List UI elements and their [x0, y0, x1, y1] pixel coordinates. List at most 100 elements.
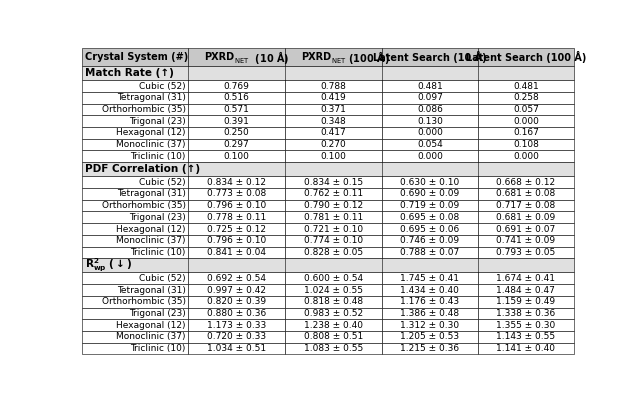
- Text: 0.516: 0.516: [223, 93, 250, 102]
- Text: Orthorhombic (35): Orthorhombic (35): [102, 297, 186, 306]
- Bar: [285, 104, 381, 115]
- Text: Hexagonal (12): Hexagonal (12): [116, 225, 186, 233]
- Text: 1.674 ± 0.41: 1.674 ± 0.41: [497, 274, 556, 283]
- Text: Triclinic (10): Triclinic (10): [130, 152, 186, 161]
- Bar: [188, 115, 285, 127]
- Text: Orthorhombic (35): Orthorhombic (35): [102, 105, 186, 114]
- Bar: [381, 150, 478, 162]
- Text: PXRD: PXRD: [204, 52, 234, 62]
- Text: 1.143 ± 0.55: 1.143 ± 0.55: [497, 332, 556, 342]
- Text: 0.000: 0.000: [417, 152, 443, 161]
- Bar: [478, 211, 573, 223]
- Bar: [478, 319, 573, 331]
- Text: 0.600 ± 0.54: 0.600 ± 0.54: [303, 274, 363, 283]
- Bar: [83, 319, 188, 331]
- Text: PXRD: PXRD: [301, 52, 332, 62]
- Bar: [381, 139, 478, 150]
- Text: 0.834 ± 0.15: 0.834 ± 0.15: [303, 178, 363, 187]
- Bar: [478, 80, 573, 92]
- Bar: [381, 247, 478, 259]
- Bar: [285, 150, 381, 162]
- Text: 1.141 ± 0.40: 1.141 ± 0.40: [497, 344, 556, 353]
- Text: 0.167: 0.167: [513, 128, 539, 137]
- Text: PDF Correlation (↑): PDF Correlation (↑): [86, 164, 200, 174]
- Text: 0.695 ± 0.08: 0.695 ± 0.08: [400, 213, 460, 222]
- Bar: [285, 247, 381, 259]
- Text: 0.719 ± 0.09: 0.719 ± 0.09: [400, 201, 460, 210]
- Bar: [285, 296, 381, 308]
- Bar: [83, 343, 188, 354]
- Text: 0.057: 0.057: [513, 105, 539, 114]
- Text: Tetragonal (31): Tetragonal (31): [116, 286, 186, 294]
- Text: 0.841 ± 0.04: 0.841 ± 0.04: [207, 248, 266, 257]
- Text: 0.250: 0.250: [223, 128, 250, 137]
- Text: Match Rate (↑): Match Rate (↑): [86, 68, 174, 78]
- Bar: [83, 211, 188, 223]
- Text: 0.681 ± 0.08: 0.681 ± 0.08: [496, 190, 556, 198]
- Bar: [381, 308, 478, 319]
- Bar: [285, 331, 381, 343]
- Bar: [381, 115, 478, 127]
- Text: 0.793 ± 0.05: 0.793 ± 0.05: [496, 248, 556, 257]
- Text: 0.762 ± 0.11: 0.762 ± 0.11: [303, 190, 363, 198]
- Text: Orthorhombic (35): Orthorhombic (35): [102, 201, 186, 210]
- Text: Triclinic (10): Triclinic (10): [130, 248, 186, 257]
- Text: 1.176 ± 0.43: 1.176 ± 0.43: [401, 297, 460, 306]
- Text: 1.312 ± 0.30: 1.312 ± 0.30: [401, 321, 460, 330]
- Bar: [381, 284, 478, 296]
- Text: 0.630 ± 0.10: 0.630 ± 0.10: [400, 178, 460, 187]
- Bar: [188, 247, 285, 259]
- Bar: [381, 80, 478, 92]
- Bar: [381, 92, 478, 104]
- Bar: [381, 331, 478, 343]
- Text: Crystal System (#): Crystal System (#): [86, 52, 189, 62]
- Bar: [285, 235, 381, 247]
- Text: Trigonal (23): Trigonal (23): [129, 309, 186, 318]
- Text: 0.778 ± 0.11: 0.778 ± 0.11: [207, 213, 266, 222]
- Bar: [285, 223, 381, 235]
- Bar: [381, 235, 478, 247]
- Bar: [381, 223, 478, 235]
- Bar: [285, 273, 381, 284]
- Bar: [478, 104, 573, 115]
- Text: 0.725 ± 0.12: 0.725 ± 0.12: [207, 225, 266, 233]
- Bar: [381, 273, 478, 284]
- Text: 0.820 ± 0.39: 0.820 ± 0.39: [207, 297, 266, 306]
- Text: $_{\mathrm{NET}}$ (100 Å): $_{\mathrm{NET}}$ (100 Å): [332, 49, 390, 66]
- Text: 0.130: 0.130: [417, 117, 443, 126]
- Bar: [188, 127, 285, 139]
- Text: $\mathbf{R^2_{wp}}$ $\mathbf{(\downarrow)}$: $\mathbf{R^2_{wp}}$ $\mathbf{(\downarrow…: [86, 257, 132, 274]
- Bar: [83, 49, 188, 66]
- Bar: [83, 247, 188, 259]
- Text: 0.691 ± 0.07: 0.691 ± 0.07: [496, 225, 556, 233]
- Bar: [188, 343, 285, 354]
- Bar: [285, 115, 381, 127]
- Bar: [83, 162, 573, 176]
- Bar: [83, 92, 188, 104]
- Text: Cubic (52): Cubic (52): [139, 178, 186, 187]
- Bar: [478, 49, 573, 66]
- Text: 0.000: 0.000: [417, 128, 443, 137]
- Text: 0.692 ± 0.54: 0.692 ± 0.54: [207, 274, 266, 283]
- Bar: [83, 150, 188, 162]
- Text: Tetragonal (31): Tetragonal (31): [116, 190, 186, 198]
- Text: 0.258: 0.258: [513, 93, 539, 102]
- Bar: [285, 319, 381, 331]
- Bar: [83, 127, 188, 139]
- Text: 0.690 ± 0.09: 0.690 ± 0.09: [400, 190, 460, 198]
- Text: 0.769: 0.769: [223, 81, 250, 91]
- Bar: [285, 139, 381, 150]
- Bar: [285, 343, 381, 354]
- Text: 1.034 ± 0.51: 1.034 ± 0.51: [207, 344, 266, 353]
- Bar: [83, 284, 188, 296]
- Bar: [478, 115, 573, 127]
- Text: 0.108: 0.108: [513, 140, 539, 149]
- Text: 0.054: 0.054: [417, 140, 443, 149]
- Bar: [478, 92, 573, 104]
- Bar: [188, 211, 285, 223]
- Bar: [188, 223, 285, 235]
- Bar: [188, 319, 285, 331]
- Bar: [83, 139, 188, 150]
- Bar: [381, 104, 478, 115]
- Bar: [188, 104, 285, 115]
